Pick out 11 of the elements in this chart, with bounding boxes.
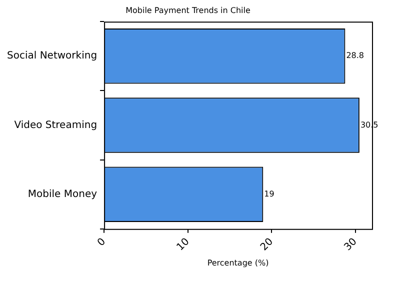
chart-title: Mobile Payment Trends in Chile xyxy=(126,6,250,15)
y-tick-label: Mobile Money xyxy=(28,188,98,200)
data-label: 19 xyxy=(264,189,274,198)
y-tick-label: Social Networking xyxy=(6,50,98,62)
x-tick-label: 10 xyxy=(174,236,192,254)
x-tick-label: 20 xyxy=(258,236,276,254)
x-axis-title: Percentage (%) xyxy=(207,258,269,268)
data-label: 28.8 xyxy=(346,51,364,60)
x-tick-label: 30 xyxy=(342,236,360,254)
y-tick-label: Video Streaming xyxy=(14,120,98,131)
x-tick-label: 0 xyxy=(96,236,108,249)
